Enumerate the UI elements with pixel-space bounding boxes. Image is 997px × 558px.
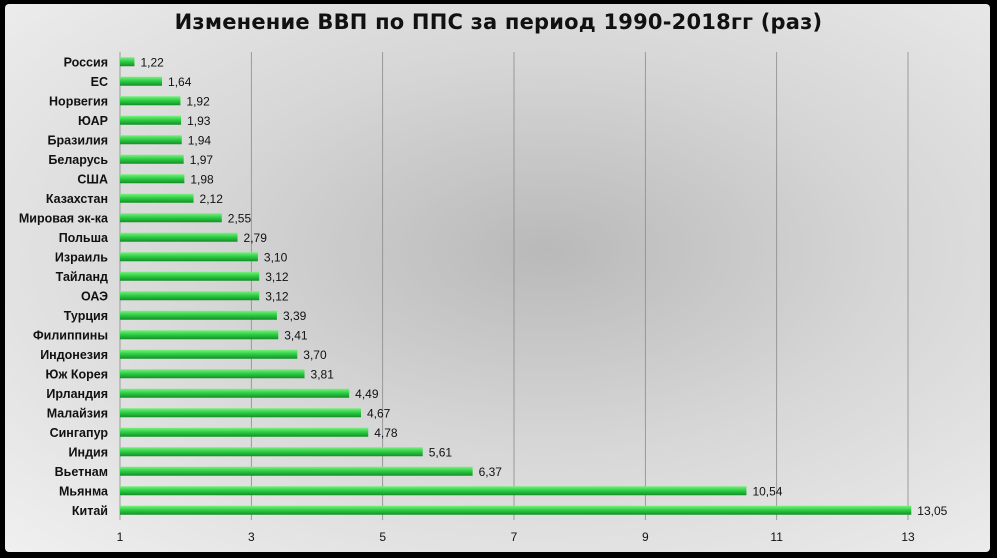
category-label: Индонезия [40, 348, 108, 362]
data-label: 1,94 [188, 133, 212, 147]
category-label: Норвегия [49, 94, 108, 108]
x-tick-label: 13 [901, 530, 915, 544]
category-label: Беларусь [48, 153, 108, 167]
bar [120, 447, 423, 457]
data-label: 1,97 [190, 153, 214, 167]
bar [120, 271, 260, 281]
data-label: 3,12 [265, 270, 289, 284]
data-label: 2,55 [228, 211, 252, 225]
data-label: 1,98 [190, 172, 214, 186]
bar [120, 505, 912, 515]
bar [120, 76, 163, 86]
data-label: 13,05 [917, 504, 947, 518]
bar [120, 388, 350, 398]
category-label: Юж Корея [45, 367, 108, 381]
bar [120, 57, 135, 67]
bar [120, 349, 298, 359]
bar [120, 291, 260, 301]
category-label: Бразилия [47, 133, 108, 147]
x-tick-label: 1 [117, 530, 124, 544]
x-tick-label: 11 [770, 530, 783, 544]
data-label: 2,12 [200, 192, 224, 206]
category-label: Вьетнам [55, 465, 108, 479]
data-label: 10,54 [752, 484, 782, 498]
bar [120, 96, 181, 106]
category-label: Ирландия [46, 387, 108, 401]
bar [120, 310, 277, 320]
bar [120, 330, 279, 340]
bar [120, 232, 238, 242]
data-label: 1,93 [187, 114, 211, 128]
bar [120, 369, 305, 379]
bar [120, 252, 258, 262]
data-label: 3,41 [284, 328, 308, 342]
x-tick-label: 9 [642, 530, 649, 544]
category-label: Россия [64, 55, 108, 69]
data-label: 3,12 [265, 289, 289, 303]
category-label: США [77, 172, 108, 186]
x-tick-label: 3 [248, 530, 255, 544]
bar [120, 408, 361, 418]
category-label: Филиппины [33, 328, 108, 342]
data-label: 4,67 [367, 406, 391, 420]
data-label: 3,39 [283, 309, 307, 323]
data-label: 3,81 [311, 367, 335, 381]
data-label: 4,78 [374, 426, 398, 440]
bar [120, 466, 473, 476]
data-label: 1,64 [168, 75, 192, 89]
data-label: 1,22 [140, 55, 164, 69]
category-label: ЕС [91, 75, 108, 89]
data-label: 1,92 [186, 94, 210, 108]
data-label: 3,10 [264, 250, 288, 264]
chart-title: Изменение ВВП по ППС за период 1990-2018… [174, 10, 823, 34]
bar [120, 154, 184, 164]
category-label: Израиль [55, 250, 108, 264]
category-label: Мьянма [59, 484, 109, 498]
category-label: Польша [59, 231, 109, 245]
data-label: 4,49 [355, 387, 379, 401]
bar [120, 193, 194, 203]
bar [120, 213, 222, 223]
x-tick-label: 7 [511, 530, 518, 544]
category-label: Китай [72, 504, 108, 518]
bar [120, 135, 182, 145]
bar [120, 115, 182, 125]
data-label: 2,79 [244, 231, 268, 245]
category-label: Сингапур [50, 426, 109, 440]
x-tick-label: 5 [379, 530, 386, 544]
category-label: Казахстан [46, 192, 108, 206]
category-label: ЮАР [78, 114, 108, 128]
category-label: Мировая эк-ка [19, 211, 109, 225]
category-label: ОАЭ [81, 289, 108, 303]
bar [120, 174, 185, 184]
category-label: Тайланд [56, 270, 108, 284]
data-label: 6,37 [479, 465, 503, 479]
bar [120, 427, 369, 437]
bar [120, 486, 747, 496]
category-label: Индия [69, 445, 108, 459]
category-label: Турция [64, 309, 108, 323]
data-label: 3,70 [303, 348, 327, 362]
category-label: Малайзия [47, 406, 108, 420]
data-label: 5,61 [429, 445, 453, 459]
